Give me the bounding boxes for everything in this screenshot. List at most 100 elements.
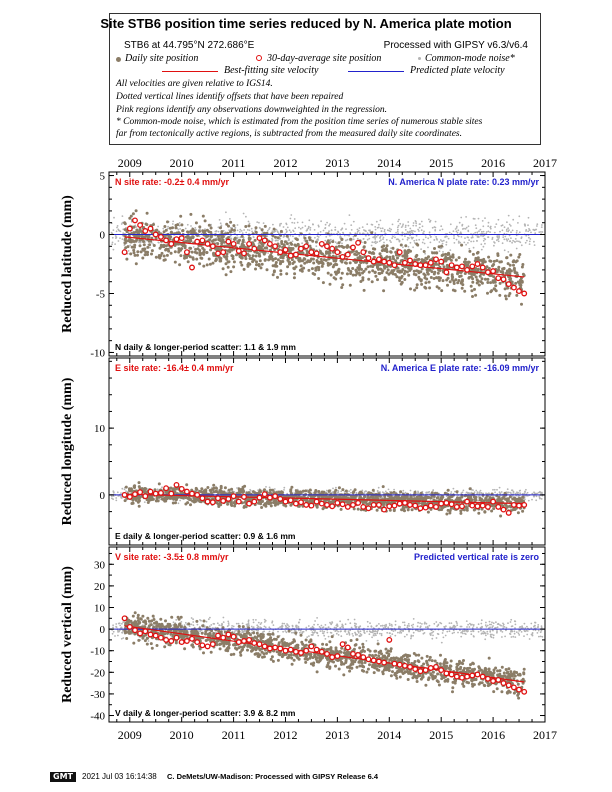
avg-30day-point xyxy=(313,250,320,257)
daily-point xyxy=(494,289,498,293)
common-mode-point xyxy=(491,238,494,241)
daily-point xyxy=(223,232,227,236)
common-mode-point xyxy=(478,491,481,493)
avg-30day-point xyxy=(246,240,253,247)
common-mode-point xyxy=(498,235,500,238)
avg-30day-point xyxy=(453,264,460,271)
daily-point xyxy=(409,496,413,500)
common-mode-point xyxy=(390,228,393,231)
daily-point xyxy=(391,255,395,259)
common-mode-point xyxy=(474,224,477,227)
common-mode-point xyxy=(531,498,533,501)
common-mode-point xyxy=(317,238,319,240)
daily-point xyxy=(447,252,451,256)
processing-info: Processed with GIPSY v6.3/v6.4 xyxy=(383,40,528,51)
daily-point xyxy=(324,258,328,262)
avg-30day-point xyxy=(484,269,491,276)
daily-point xyxy=(427,496,431,499)
daily-point xyxy=(303,261,307,265)
daily-point xyxy=(260,262,264,266)
common-mode-point xyxy=(387,488,390,491)
site-location: STB6 at 44.795°N 272.686°E xyxy=(124,40,255,51)
daily-point xyxy=(166,220,169,224)
daily-point xyxy=(382,248,386,252)
x-tick-label-top: 2010 xyxy=(170,156,194,170)
common-mode-point xyxy=(505,228,508,231)
daily-point xyxy=(285,242,289,246)
daily-point xyxy=(241,238,245,242)
avg-30day-point xyxy=(422,262,429,269)
common-mode-point xyxy=(484,242,486,245)
avg-30day-point xyxy=(417,262,424,269)
daily-point xyxy=(433,247,436,250)
daily-point xyxy=(233,236,237,240)
common-mode-point xyxy=(397,224,400,227)
common-mode-point xyxy=(274,239,277,242)
daily-point xyxy=(229,230,232,234)
avg-30day-point xyxy=(215,250,221,257)
common-mode-point xyxy=(328,230,330,233)
daily-point xyxy=(232,501,236,505)
daily-point xyxy=(509,269,513,273)
daily-point xyxy=(209,248,213,252)
common-mode-point xyxy=(391,223,394,226)
common-mode-point xyxy=(518,231,521,234)
common-mode-point xyxy=(283,235,286,238)
daily-point xyxy=(335,263,339,267)
avg-30day-point xyxy=(516,288,522,295)
legend-daily-label: Daily site position xyxy=(125,53,199,64)
daily-point xyxy=(376,278,379,282)
common-mode-point xyxy=(372,236,375,239)
daily-point xyxy=(290,485,294,489)
daily-point xyxy=(499,514,503,518)
common-mode-point xyxy=(121,234,124,237)
daily-point xyxy=(164,228,168,232)
daily-point xyxy=(185,256,189,259)
daily-point xyxy=(358,263,361,267)
common-mode-point xyxy=(285,223,288,226)
common-mode-point xyxy=(245,231,248,234)
common-mode-point xyxy=(427,246,429,249)
daily-point xyxy=(205,263,209,267)
daily-point xyxy=(480,277,484,281)
daily-point xyxy=(504,297,508,301)
daily-point xyxy=(370,280,374,284)
daily-point xyxy=(471,280,475,284)
daily-point xyxy=(409,267,413,271)
daily-point xyxy=(225,257,229,261)
daily-point xyxy=(243,484,247,488)
common-mode-point xyxy=(408,230,411,233)
daily-point xyxy=(435,496,439,500)
daily-point xyxy=(239,260,243,264)
daily-point xyxy=(198,229,201,233)
daily-point xyxy=(191,256,195,260)
daily-point xyxy=(154,236,158,240)
daily-point xyxy=(403,509,406,513)
daily-point xyxy=(134,262,138,266)
common-mode-point xyxy=(475,489,478,492)
common-mode-point xyxy=(354,232,357,235)
daily-point xyxy=(311,257,315,261)
common-mode-point xyxy=(487,230,490,233)
daily-point xyxy=(200,487,204,491)
daily-point xyxy=(395,275,399,279)
daily-point xyxy=(412,272,416,276)
common-mode-point xyxy=(358,227,361,230)
daily-point xyxy=(477,283,481,287)
common-mode-point xyxy=(198,235,201,238)
common-mode-point xyxy=(315,245,318,248)
daily-point xyxy=(360,267,363,271)
daily-point xyxy=(424,281,428,285)
daily-point xyxy=(123,241,127,245)
daily-point xyxy=(157,482,161,486)
common-mode-point xyxy=(494,226,496,228)
daily-point xyxy=(444,252,447,256)
common-mode-point xyxy=(397,232,399,235)
common-mode-point xyxy=(251,230,254,233)
daily-point xyxy=(476,257,480,261)
avg-30day-point xyxy=(126,225,133,232)
common-mode-point xyxy=(525,488,527,491)
daily-point xyxy=(348,283,352,287)
daily-point xyxy=(254,254,258,258)
common-mode-point xyxy=(528,236,530,239)
